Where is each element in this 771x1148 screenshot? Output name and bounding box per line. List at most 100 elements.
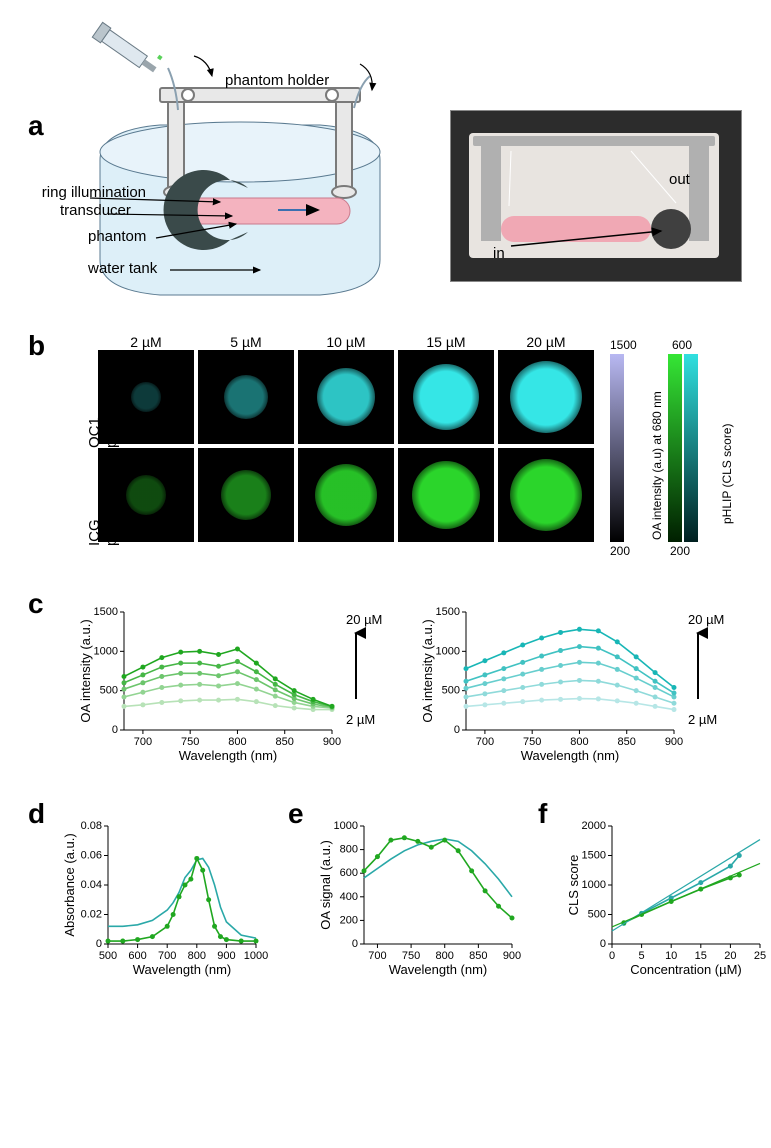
photo-out-label: out (669, 171, 690, 188)
svg-text:20: 20 (724, 950, 736, 962)
svg-text:1500: 1500 (436, 606, 460, 618)
col-header: 2 µM (98, 334, 194, 350)
svg-text:1000: 1000 (582, 879, 606, 891)
cbar2-bot: 200 (670, 544, 690, 558)
svg-text:10: 10 (665, 950, 677, 962)
svg-text:850: 850 (469, 950, 487, 962)
svg-text:750: 750 (181, 736, 199, 748)
svg-text:500: 500 (588, 909, 606, 921)
svg-text:1000: 1000 (94, 645, 118, 657)
svg-text:CLS score: CLS score (566, 855, 581, 916)
cbar1-top: 1500 (610, 338, 637, 352)
panel-e-label: e (288, 798, 304, 830)
svg-text:600: 600 (128, 950, 146, 962)
svg-text:800: 800 (188, 950, 206, 962)
colorbars: 1500 200 OA intensity (a.u) at 680 nm 60… (610, 354, 740, 542)
svg-text:OA intensity (a.u.): OA intensity (a.u.) (78, 619, 93, 722)
svg-text:1000: 1000 (334, 820, 358, 832)
svg-text:850: 850 (618, 736, 636, 748)
col-header: 15 µM (398, 334, 494, 350)
svg-text:Wavelength (nm): Wavelength (nm) (389, 962, 488, 977)
svg-text:1500: 1500 (582, 850, 606, 862)
svg-text:Concentration (µM): Concentration (µM) (630, 962, 742, 977)
svg-text:850: 850 (276, 736, 294, 748)
svg-text:Absorbance (a.u.): Absorbance (a.u.) (62, 833, 77, 936)
photo-in-label: in (493, 245, 505, 262)
cbar2-label: pHLIP (CLS score) (720, 424, 734, 524)
img-icg-4 (498, 448, 594, 542)
svg-text:900: 900 (665, 736, 683, 748)
label-transducer: transducer (60, 202, 131, 219)
label-phantom-holder: phantom holder (225, 72, 329, 89)
img-qc1-4 (498, 350, 594, 444)
svg-text:500: 500 (99, 950, 117, 962)
svg-text:0.04: 0.04 (81, 879, 102, 891)
img-qc1-3 (398, 350, 494, 444)
svg-text:800: 800 (570, 736, 588, 748)
row-header-qc1: QC1pHLIP (86, 406, 120, 448)
svg-text:2000: 2000 (582, 820, 606, 832)
colorbar-phlip-green (668, 354, 682, 542)
svg-text:0: 0 (600, 938, 606, 950)
panel-f-label: f (538, 798, 547, 830)
row-header-icg: ICGpHLIP (86, 504, 120, 546)
svg-text:0.06: 0.06 (81, 850, 102, 862)
svg-text:5: 5 (639, 950, 645, 962)
svg-text:800: 800 (228, 736, 246, 748)
chart-e: 70075080085090002004006008001000Waveleng… (318, 818, 518, 978)
svg-text:700: 700 (158, 950, 176, 962)
svg-text:900: 900 (503, 950, 521, 962)
colorbar-oa (610, 354, 624, 542)
svg-text:0.08: 0.08 (81, 820, 102, 832)
svg-text:750: 750 (523, 736, 541, 748)
svg-text:25: 25 (754, 950, 766, 962)
img-qc1-2 (298, 350, 394, 444)
svg-text:900: 900 (323, 736, 341, 748)
svg-text:700: 700 (368, 950, 386, 962)
svg-text:600: 600 (340, 867, 358, 879)
svg-text:0: 0 (609, 950, 615, 962)
col-header: 10 µM (298, 334, 394, 350)
panel-b: b 2 µM5 µM10 µM15 µM20 µM QC1pHLIP ICGpH… (20, 330, 751, 570)
svg-text:0: 0 (112, 724, 118, 736)
svg-text:Wavelength (nm): Wavelength (nm) (521, 748, 620, 763)
svg-text:OA signal (a.u.): OA signal (a.u.) (318, 840, 333, 930)
panel-d-label: d (28, 798, 45, 830)
panel-a: a (20, 20, 751, 310)
cbar1-label: OA intensity (a.u) at 680 nm (650, 391, 664, 540)
svg-text:500: 500 (442, 685, 460, 697)
svg-text:0.02: 0.02 (81, 909, 102, 921)
svg-text:500: 500 (100, 685, 118, 697)
col-header: 5 µM (198, 334, 294, 350)
svg-text:200: 200 (340, 914, 358, 926)
panel-c: c 700750800850900050010001500Wavelength … (20, 592, 751, 782)
panel-b-label: b (28, 330, 45, 362)
col-header: 20 µM (498, 334, 594, 350)
svg-text:Wavelength (nm): Wavelength (nm) (179, 748, 278, 763)
chart-f: 0 5 10 15 20 25 0 500 1000 1500 2000 Concentration … (566, 818, 766, 978)
svg-text:700: 700 (134, 736, 152, 748)
svg-text:1000: 1000 (436, 645, 460, 657)
svg-text:15: 15 (695, 950, 707, 962)
panel-a-photo: in out (450, 110, 742, 282)
label-phantom: phantom (88, 228, 146, 245)
svg-text:400: 400 (340, 891, 358, 903)
svg-text:OA intensity (a.u.): OA intensity (a.u.) (420, 619, 435, 722)
svg-text:0: 0 (96, 938, 102, 950)
cbar1-bot: 200 (610, 544, 630, 558)
svg-text:800: 800 (340, 844, 358, 856)
cbar2-top: 600 (672, 338, 692, 352)
svg-text:0: 0 (352, 938, 358, 950)
img-icg-2 (298, 448, 394, 542)
svg-text:700: 700 (476, 736, 494, 748)
img-icg-1 (198, 448, 294, 542)
chart-d: 500600700800900100000.020.040.060.08Wave… (62, 818, 262, 978)
svg-text:Wavelength (nm): Wavelength (nm) (133, 962, 232, 977)
chart-c-right: 700750800850900050010001500Wavelength (n… (420, 604, 680, 764)
label-water-tank: water tank (88, 260, 157, 277)
svg-text:900: 900 (217, 950, 235, 962)
c-left-conc: 20 µM 2 µM (346, 612, 382, 727)
panels-def: d e f 500600700800900100000.020.040.060.… (20, 802, 751, 1002)
img-icg-3 (398, 448, 494, 542)
c-right-conc: 20 µM 2 µM (688, 612, 724, 727)
